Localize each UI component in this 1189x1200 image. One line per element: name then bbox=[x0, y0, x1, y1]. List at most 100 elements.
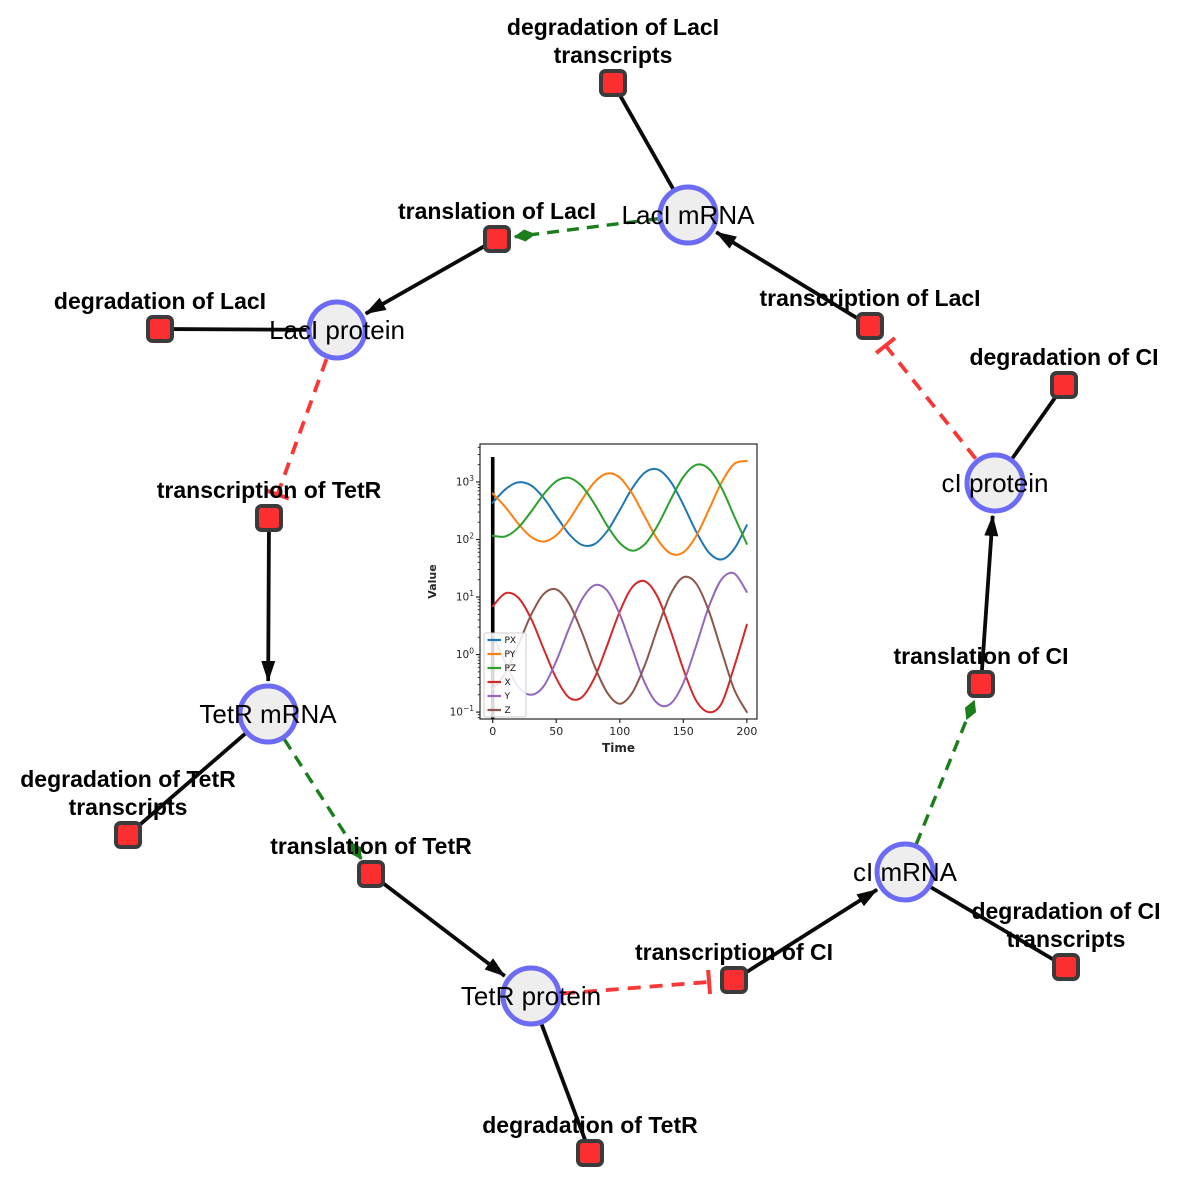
y-tick-label: 103 bbox=[456, 474, 474, 489]
species-node-ci-mrna bbox=[874, 841, 936, 903]
y-tick-base: 10 bbox=[456, 476, 469, 488]
edge-ci-mrna--translation-ci-activation bbox=[914, 699, 977, 845]
edge-transcription-laci--laci-mrna-production bbox=[715, 230, 860, 321]
edge-laci-protein--deg-laci-plain bbox=[172, 327, 309, 332]
species-label-laci-protein: LacI protein bbox=[269, 315, 405, 345]
series-line-X bbox=[491, 579, 748, 714]
series-line-Z bbox=[491, 575, 748, 714]
y-tick-label: 10−1 bbox=[450, 704, 475, 719]
series-line-PY bbox=[491, 460, 748, 556]
legend-label: PZ bbox=[505, 664, 517, 674]
reaction-label-line: transcripts bbox=[69, 794, 188, 820]
reaction-node-translation-tetr bbox=[357, 860, 385, 888]
legend: PX PY PZ XYZ bbox=[483, 632, 527, 718]
reaction-label-line: degradation of LacI bbox=[54, 288, 266, 314]
reaction-node-deg-laci-transcripts bbox=[599, 69, 627, 97]
reaction-label-line: transcription of LacI bbox=[759, 285, 980, 311]
reaction-node-deg-tetr bbox=[576, 1139, 604, 1167]
edge-transcription-tetr--tetr-mrna-production bbox=[261, 530, 276, 683]
species-label-tetr-mrna: TetR mRNA bbox=[199, 699, 337, 729]
reaction-label-line: transcription of TetR bbox=[157, 477, 382, 503]
reaction-label-deg-tetr-transcripts: degradation of TetR transcripts bbox=[20, 766, 236, 820]
edge-translation-tetr--tetr-protein-production bbox=[380, 880, 506, 978]
y-tick-base: 10 bbox=[456, 649, 469, 661]
y-tick-exponent: 2 bbox=[469, 532, 474, 541]
reaction-node-translation-ci bbox=[967, 670, 995, 698]
labels-layer: LacI mRNA LacI protein cI protein TetR mRNA… bbox=[20, 14, 1160, 1138]
reaction-label-deg-laci: degradation of LacI bbox=[54, 288, 266, 314]
reaction-label-line: transcription of CI bbox=[635, 939, 833, 965]
edge-transcription-ci--ci-mrna-production bbox=[743, 888, 879, 975]
series-layer bbox=[491, 460, 748, 714]
reaction-node-deg-laci bbox=[146, 315, 174, 343]
reaction-label-transcription-laci: transcription of LacI bbox=[759, 285, 980, 311]
reaction-node-deg-ci bbox=[1050, 371, 1078, 399]
series-line-PX bbox=[491, 467, 748, 561]
reaction-label-translation-laci: translation of LacI bbox=[398, 198, 596, 224]
species-node-laci-mrna bbox=[657, 184, 719, 246]
reaction-node-translation-laci bbox=[483, 225, 511, 253]
nodes-layer bbox=[114, 69, 1080, 1167]
reaction-label-deg-laci-transcripts: degradation of LacI transcripts bbox=[507, 14, 719, 68]
reaction-label-deg-tetr: degradation of TetR bbox=[482, 1112, 698, 1138]
edges-layer bbox=[136, 93, 1059, 1142]
reaction-label-line: degradation of TetR bbox=[482, 1112, 698, 1138]
x-tick-label: 150 bbox=[673, 725, 694, 738]
edge-tetr-mrna--deg-tetr-transcripts-plain bbox=[136, 731, 248, 828]
reaction-label-line: degradation of CI bbox=[969, 344, 1158, 370]
species-label-tetr-protein: TetR protein bbox=[461, 981, 601, 1011]
legend-label: PY bbox=[505, 650, 516, 660]
reaction-label-transcription-ci: transcription of CI bbox=[635, 939, 833, 965]
species-node-laci-protein bbox=[306, 299, 368, 361]
reaction-label-deg-ci-transcripts: degradation of CI transcripts bbox=[971, 898, 1160, 952]
y-tick-exponent: 1 bbox=[469, 589, 474, 598]
y-tick-base: 10 bbox=[450, 707, 463, 719]
y-tick-label: 102 bbox=[456, 532, 474, 547]
reaction-node-transcription-tetr bbox=[255, 504, 283, 532]
edge-laci-mrna--translation-laci-activation bbox=[513, 217, 659, 242]
reaction-label-translation-ci: translation of CI bbox=[893, 643, 1068, 669]
edge-ci-mrna--deg-ci-transcripts-plain bbox=[929, 885, 1056, 963]
species-node-tetr-protein bbox=[500, 965, 562, 1027]
x-axis-ticks: 0 50 100 150 200 bbox=[489, 719, 757, 738]
reaction-label-line: degradation of TetR bbox=[20, 766, 236, 792]
x-tick-label: 0 bbox=[489, 725, 496, 738]
y-tick-exponent: 3 bbox=[469, 474, 474, 483]
species-node-tetr-mrna bbox=[237, 683, 299, 745]
legend-label: Y bbox=[504, 692, 511, 702]
edge-ci-protein--transcription-laci-inhibition bbox=[874, 336, 978, 460]
reaction-label-line: transcripts bbox=[1007, 926, 1126, 952]
species-node-ci-protein bbox=[964, 452, 1026, 514]
y-axis-title: Value bbox=[426, 564, 439, 598]
edge-tetr-protein--deg-tetr-plain bbox=[539, 1022, 588, 1142]
x-axis-title: Time bbox=[602, 741, 635, 755]
reaction-label-line: translation of CI bbox=[893, 643, 1068, 669]
reaction-node-deg-ci-transcripts bbox=[1052, 953, 1080, 981]
reaction-label-line: translation of TetR bbox=[270, 833, 472, 859]
edge-ci-protein--deg-ci-plain bbox=[1010, 394, 1059, 461]
reaction-label-line: degradation of CI bbox=[971, 898, 1160, 924]
species-label-ci-protein: cI protein bbox=[942, 468, 1049, 498]
reaction-label-line: translation of LacI bbox=[398, 198, 596, 224]
edge-tetr-mrna--translation-tetr-activation bbox=[282, 738, 363, 860]
y-tick-base: 10 bbox=[456, 534, 469, 546]
y-tick-exponent: 0 bbox=[469, 647, 474, 656]
edge-laci-protein--transcription-tetr-inhibition bbox=[265, 358, 329, 501]
x-tick-label: 50 bbox=[549, 725, 563, 738]
edge-laci-mrna--deg-laci-transcripts-plain bbox=[617, 93, 676, 191]
y-tick-exponent: −1 bbox=[463, 704, 474, 713]
reaction-node-transcription-laci bbox=[856, 312, 884, 340]
legend-label: X bbox=[505, 678, 511, 688]
x-tick-label: 100 bbox=[609, 725, 630, 738]
legend-label: Z bbox=[505, 706, 511, 716]
x-tick-label: 200 bbox=[736, 725, 757, 738]
reaction-label-line: transcripts bbox=[554, 42, 673, 68]
y-tick-base: 10 bbox=[456, 592, 469, 604]
reaction-node-deg-tetr-transcripts bbox=[114, 821, 142, 849]
axes-frame bbox=[479, 443, 758, 720]
reaction-label-translation-tetr: translation of TetR bbox=[270, 833, 472, 859]
series-line-PZ bbox=[491, 463, 748, 552]
